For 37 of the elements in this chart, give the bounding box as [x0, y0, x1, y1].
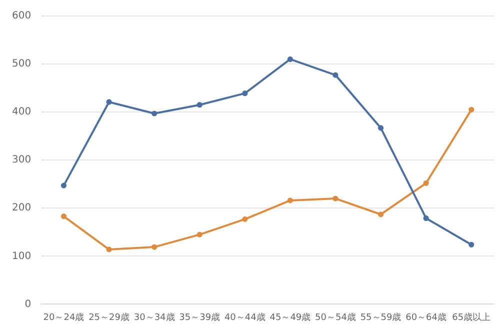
point — [378, 125, 384, 131]
point — [468, 242, 474, 248]
point — [242, 90, 248, 96]
point — [423, 180, 429, 186]
point — [196, 102, 202, 108]
y-tick-label: 500 — [12, 58, 32, 70]
point — [287, 56, 293, 62]
x-tick-label: 35～39歳 — [179, 312, 220, 323]
x-tick-label: 30～34歳 — [134, 312, 175, 323]
point — [152, 244, 158, 250]
point — [106, 246, 112, 252]
point — [468, 106, 474, 112]
point — [332, 72, 338, 78]
y-tick-label: 600 — [12, 10, 32, 22]
x-tick-label: 20～24歳 — [43, 312, 84, 323]
point — [332, 196, 338, 202]
point — [287, 198, 293, 204]
point — [423, 215, 429, 222]
y-tick-label: 400 — [12, 106, 32, 118]
point — [196, 232, 202, 238]
y-tick-label: 300 — [12, 154, 32, 166]
y-tick-label: 100 — [12, 250, 32, 262]
x-tick-label: 40～44歳 — [224, 312, 266, 323]
point — [378, 212, 384, 218]
point — [242, 216, 248, 222]
x-tick-label: 65歳以上 — [452, 312, 491, 323]
y-tick-label: 200 — [12, 202, 32, 214]
x-tick-label: 50～54歳 — [315, 312, 356, 323]
point — [60, 214, 67, 220]
x-tick-label: 25～29歳 — [88, 312, 130, 323]
point — [106, 99, 112, 105]
point — [152, 110, 158, 116]
x-tick-label: 55～59歳 — [360, 312, 402, 323]
x-tick-label: 60～64歳 — [406, 312, 447, 323]
x-tick-label: 45～49歳 — [270, 312, 311, 323]
y-tick-label: 0 — [24, 298, 32, 310]
point — [60, 182, 67, 188]
